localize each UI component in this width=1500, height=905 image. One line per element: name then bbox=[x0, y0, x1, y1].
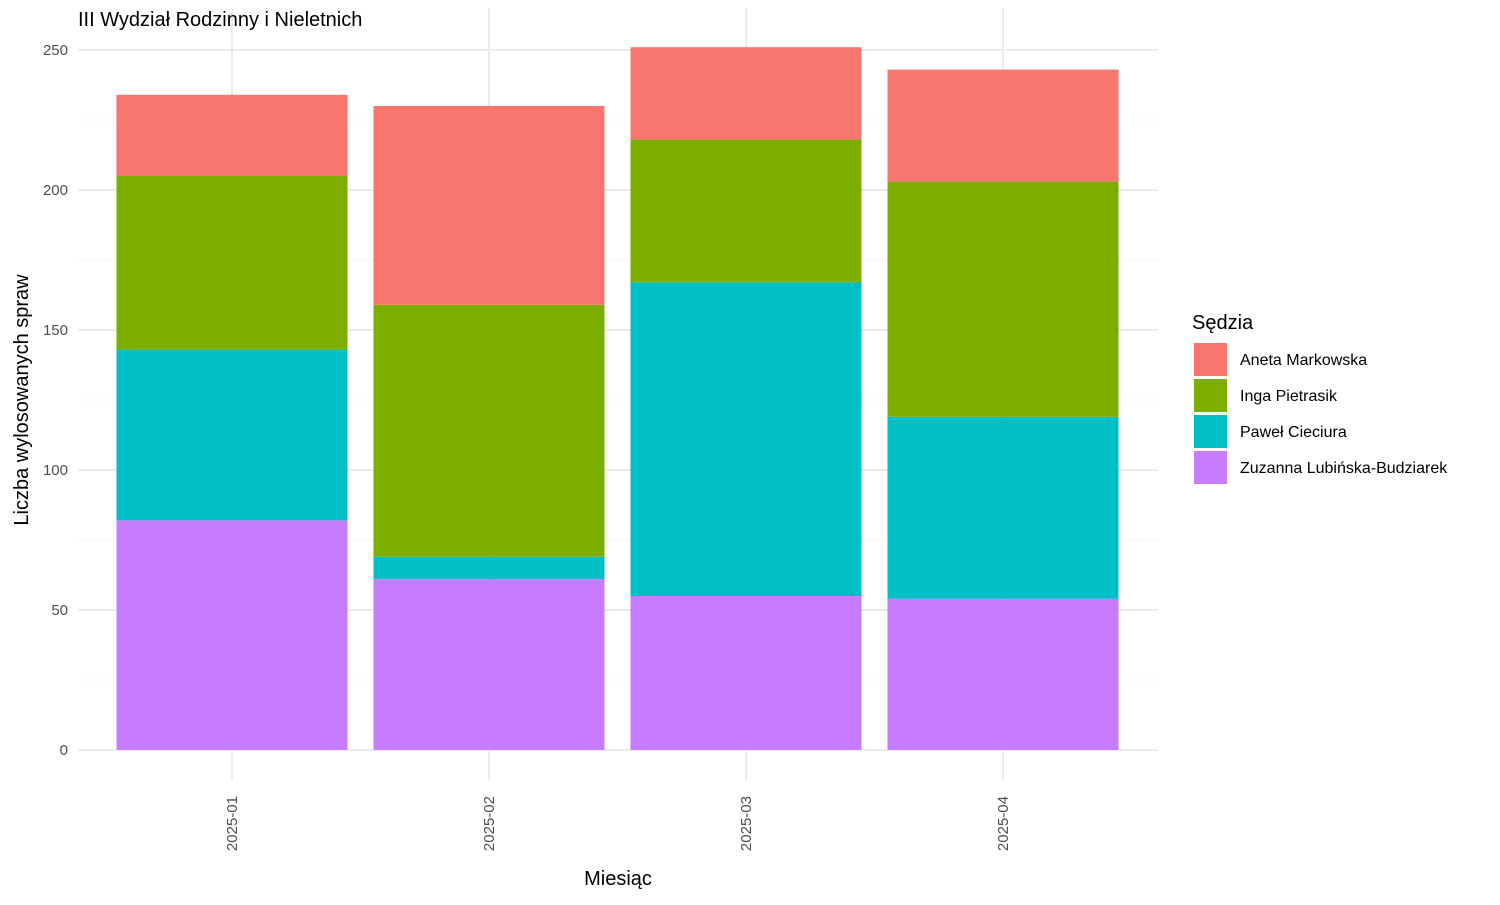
bar-segment bbox=[887, 598, 1119, 750]
y-tick-label: 50 bbox=[51, 602, 68, 619]
bar-segment bbox=[116, 176, 348, 350]
bar-segment bbox=[887, 181, 1119, 417]
x-tick-label: 2025-01 bbox=[224, 796, 241, 851]
bar-segment bbox=[373, 579, 605, 750]
bar-segment bbox=[630, 139, 862, 283]
legend-swatch bbox=[1194, 415, 1227, 448]
bar-segment bbox=[630, 596, 862, 750]
x-tick-label: 2025-02 bbox=[481, 796, 498, 851]
x-tick-label: 2025-04 bbox=[995, 796, 1012, 851]
x-axis-title: Miesiąc bbox=[584, 868, 652, 890]
legend: Sędzia Aneta Markowska Inga Pietrasik Pawe… bbox=[1192, 312, 1448, 484]
y-axis-title: Liczba wylosowanych spraw bbox=[11, 274, 33, 526]
bar-segment bbox=[373, 556, 605, 580]
legend-label: Aneta Markowska bbox=[1240, 352, 1367, 369]
legend-swatch bbox=[1194, 451, 1227, 484]
x-tick-label: 2025-03 bbox=[738, 796, 755, 851]
bar-segment bbox=[630, 47, 862, 140]
legend-label: Zuzanna Lubińska-Budziarek bbox=[1240, 460, 1448, 477]
y-tick-label: 100 bbox=[43, 462, 68, 479]
legend-swatch bbox=[1194, 379, 1227, 412]
bars bbox=[116, 47, 1119, 750]
legend-swatch bbox=[1194, 343, 1227, 376]
bar-segment bbox=[887, 69, 1119, 182]
chart-title: III Wydział Rodzinny i Nieletnich bbox=[78, 9, 362, 31]
y-tick-label: 200 bbox=[43, 182, 68, 199]
y-tick-label: 0 bbox=[60, 742, 68, 759]
bar-segment bbox=[373, 106, 605, 305]
legend-label: Inga Pietrasik bbox=[1240, 388, 1338, 405]
bar-segment bbox=[116, 520, 348, 750]
legend-label: Paweł Cieciura bbox=[1240, 424, 1347, 441]
bar-segment bbox=[116, 349, 348, 521]
axes: 0 50 100 150 200 250 2025-01 2025-02 2025-03 2025… bbox=[43, 42, 1012, 851]
y-tick-label: 250 bbox=[43, 42, 68, 59]
bar-segment bbox=[373, 304, 605, 557]
bar-segment bbox=[630, 282, 862, 596]
bar-segment bbox=[116, 94, 348, 176]
y-tick-label: 150 bbox=[43, 322, 68, 339]
bar-segment bbox=[887, 416, 1119, 599]
legend-title: Sędzia bbox=[1192, 312, 1254, 334]
